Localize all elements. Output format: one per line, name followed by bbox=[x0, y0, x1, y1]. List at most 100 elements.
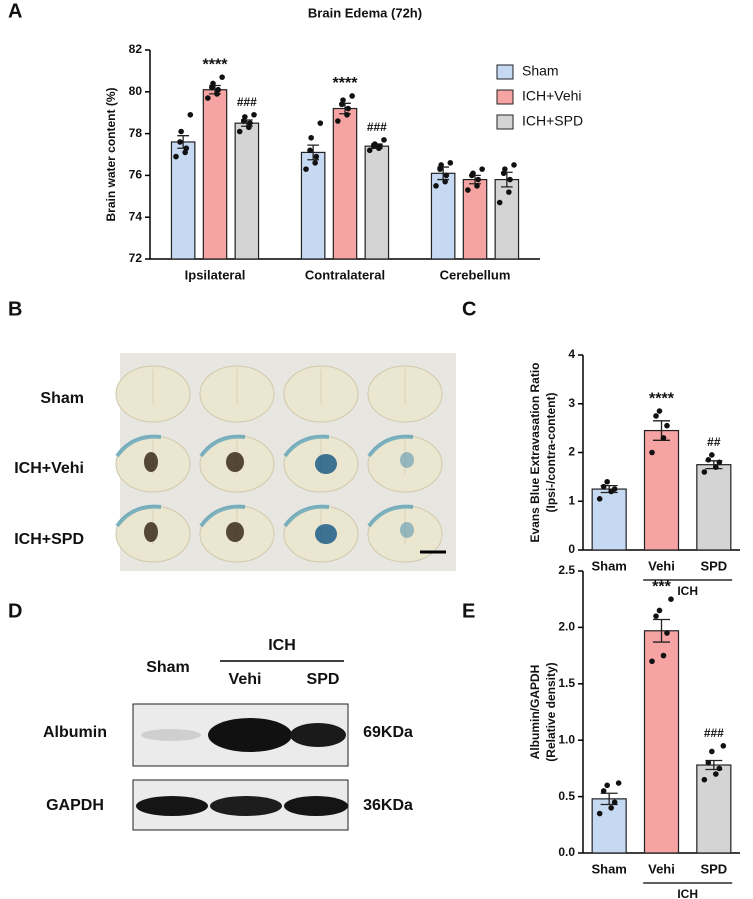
data-point bbox=[447, 160, 454, 166]
y-axis-label: Albumin/GAPDH bbox=[528, 665, 542, 760]
stain bbox=[226, 522, 244, 542]
group-label: ICH bbox=[677, 584, 698, 598]
data-point bbox=[443, 172, 450, 179]
data-point bbox=[716, 459, 723, 466]
y-axis-label: (Relative density) bbox=[544, 662, 558, 761]
legend-label: ICH+Vehi bbox=[522, 88, 582, 104]
bar bbox=[696, 464, 732, 551]
band bbox=[284, 796, 348, 816]
y-tick-label: 80 bbox=[129, 84, 143, 98]
bar bbox=[332, 107, 358, 260]
stain bbox=[115, 504, 162, 528]
significance-label: ### bbox=[704, 726, 724, 740]
data-point bbox=[496, 199, 503, 206]
data-point bbox=[511, 162, 517, 168]
y-tick-label: 0 bbox=[568, 542, 575, 556]
data-point bbox=[615, 780, 622, 786]
bar bbox=[170, 141, 196, 260]
stain bbox=[144, 452, 158, 472]
data-point bbox=[349, 93, 355, 99]
y-tick-label: 78 bbox=[129, 126, 143, 140]
data-point bbox=[475, 176, 481, 183]
y-tick-label: 1 bbox=[568, 493, 575, 507]
data-point bbox=[317, 120, 324, 126]
data-point bbox=[479, 166, 485, 172]
bar bbox=[591, 488, 627, 551]
data-point bbox=[664, 422, 670, 429]
data-point bbox=[709, 748, 715, 755]
y-axis-label: Evans Blue Extravasation Ratio bbox=[528, 362, 542, 542]
y-tick-label: 0.5 bbox=[558, 789, 575, 803]
data-point bbox=[720, 743, 727, 749]
band bbox=[208, 718, 292, 752]
x-tick-label: Vehi bbox=[648, 861, 675, 876]
data-point bbox=[502, 166, 508, 172]
data-point bbox=[713, 464, 719, 470]
data-point bbox=[173, 153, 179, 160]
data-point bbox=[664, 630, 670, 636]
data-point bbox=[340, 97, 346, 103]
band bbox=[141, 729, 201, 741]
stain bbox=[226, 452, 244, 472]
x-tick-label: Ipsilateral bbox=[185, 267, 246, 282]
error-bar bbox=[307, 144, 319, 161]
y-tick-label: 1.5 bbox=[558, 676, 575, 690]
data-point bbox=[701, 776, 708, 783]
bar bbox=[643, 429, 680, 551]
significance-label: *** bbox=[652, 578, 671, 595]
error-bar bbox=[652, 618, 671, 643]
legend-swatch bbox=[496, 64, 514, 80]
y-tick-label: 3 bbox=[568, 396, 575, 410]
y-tick-label: 82 bbox=[129, 42, 143, 56]
stain bbox=[400, 522, 414, 538]
data-point bbox=[600, 483, 607, 490]
y-tick-label: 2.5 bbox=[558, 563, 575, 577]
data-point bbox=[251, 111, 257, 118]
lane-label: Vehi bbox=[229, 671, 262, 688]
data-point bbox=[219, 74, 225, 80]
data-point bbox=[215, 86, 221, 93]
data-point bbox=[345, 105, 351, 112]
y-tick-label: 2 bbox=[568, 445, 575, 459]
data-point bbox=[372, 141, 378, 147]
data-point bbox=[442, 178, 448, 185]
stain bbox=[199, 504, 246, 528]
data-point bbox=[335, 118, 341, 124]
band bbox=[136, 796, 208, 816]
data-point bbox=[705, 759, 712, 766]
data-point bbox=[433, 183, 439, 189]
x-tick-label: Contralateral bbox=[305, 267, 385, 282]
stain bbox=[283, 504, 330, 528]
y-axis-label: Brain water content (%) bbox=[104, 87, 118, 221]
y-tick-label: 72 bbox=[129, 251, 143, 265]
data-point bbox=[465, 187, 471, 193]
significance-label: **** bbox=[333, 75, 359, 92]
data-point bbox=[660, 652, 667, 659]
data-point bbox=[709, 452, 715, 458]
panel-label: D bbox=[8, 600, 22, 622]
data-point bbox=[653, 613, 659, 619]
data-point bbox=[177, 139, 183, 145]
data-point bbox=[438, 162, 444, 168]
x-tick-label: Cerebellum bbox=[440, 267, 511, 282]
lane-label: Sham bbox=[146, 659, 190, 676]
data-point bbox=[474, 183, 480, 189]
y-tick-label: 74 bbox=[129, 209, 143, 223]
data-point bbox=[377, 143, 383, 149]
data-point bbox=[507, 176, 513, 183]
band-size: 36KDa bbox=[363, 797, 413, 814]
legend-label: ICH+SPD bbox=[522, 113, 583, 129]
data-point bbox=[303, 166, 309, 172]
data-point bbox=[713, 771, 719, 777]
row-label: ICH+SPD bbox=[14, 531, 84, 548]
data-point bbox=[506, 189, 512, 195]
bar bbox=[696, 764, 732, 854]
data-point bbox=[604, 478, 610, 485]
x-tick-label: Sham bbox=[591, 558, 626, 573]
bar bbox=[364, 145, 390, 260]
data-point bbox=[611, 799, 618, 806]
significance-label: ### bbox=[367, 120, 387, 134]
data-point bbox=[705, 457, 712, 463]
data-point bbox=[236, 128, 243, 135]
